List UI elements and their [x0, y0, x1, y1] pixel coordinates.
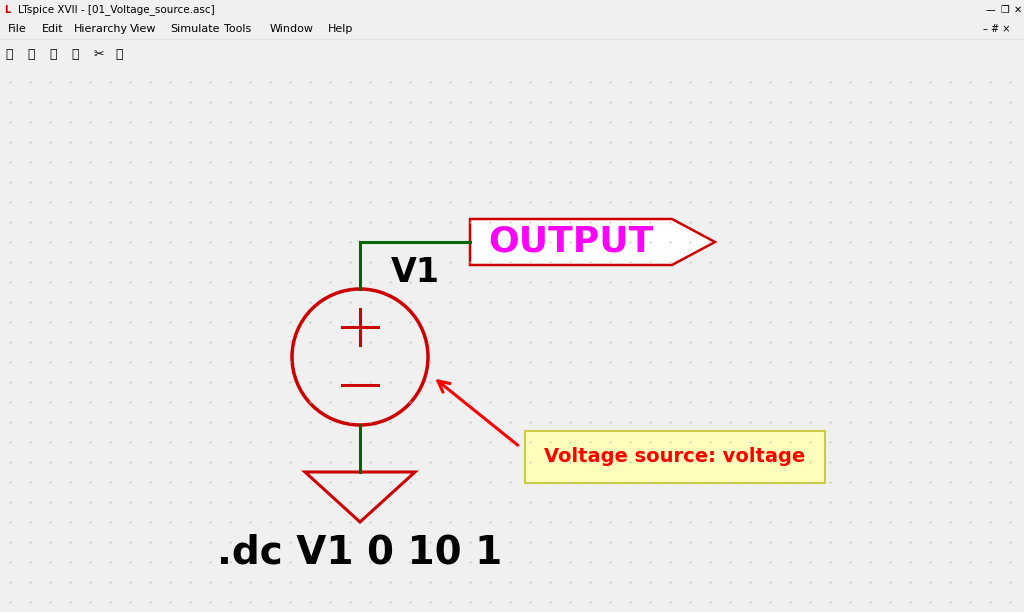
Text: L: L [4, 5, 10, 15]
Text: Hierarchy: Hierarchy [74, 24, 128, 34]
FancyBboxPatch shape [525, 431, 825, 483]
Text: Voltage source: voltage: Voltage source: voltage [545, 447, 806, 466]
Text: Window: Window [270, 24, 314, 34]
Text: Help: Help [328, 24, 353, 34]
Text: View: View [130, 24, 157, 34]
Text: OUTPUT: OUTPUT [488, 225, 653, 259]
Text: ✂: ✂ [93, 48, 103, 61]
Text: ❒: ❒ [1000, 5, 1010, 15]
Text: – # ×: – # × [983, 24, 1010, 34]
Text: 🔧: 🔧 [71, 48, 79, 61]
Polygon shape [470, 219, 715, 265]
Text: 🗂: 🗂 [5, 48, 12, 61]
Text: .dc V1 0 10 1: .dc V1 0 10 1 [217, 533, 503, 571]
Text: 💾: 💾 [49, 48, 56, 61]
Text: 📂: 📂 [27, 48, 35, 61]
Text: ✕: ✕ [1014, 5, 1022, 15]
Text: Tools: Tools [224, 24, 251, 34]
Text: Simulate: Simulate [170, 24, 219, 34]
Text: Edit: Edit [42, 24, 63, 34]
Text: File: File [8, 24, 27, 34]
Text: —: — [985, 5, 995, 15]
Text: LTspice XVII - [01_Voltage_source.asc]: LTspice XVII - [01_Voltage_source.asc] [18, 4, 215, 15]
Text: V1: V1 [390, 255, 439, 288]
Text: 🖐: 🖐 [115, 48, 123, 61]
